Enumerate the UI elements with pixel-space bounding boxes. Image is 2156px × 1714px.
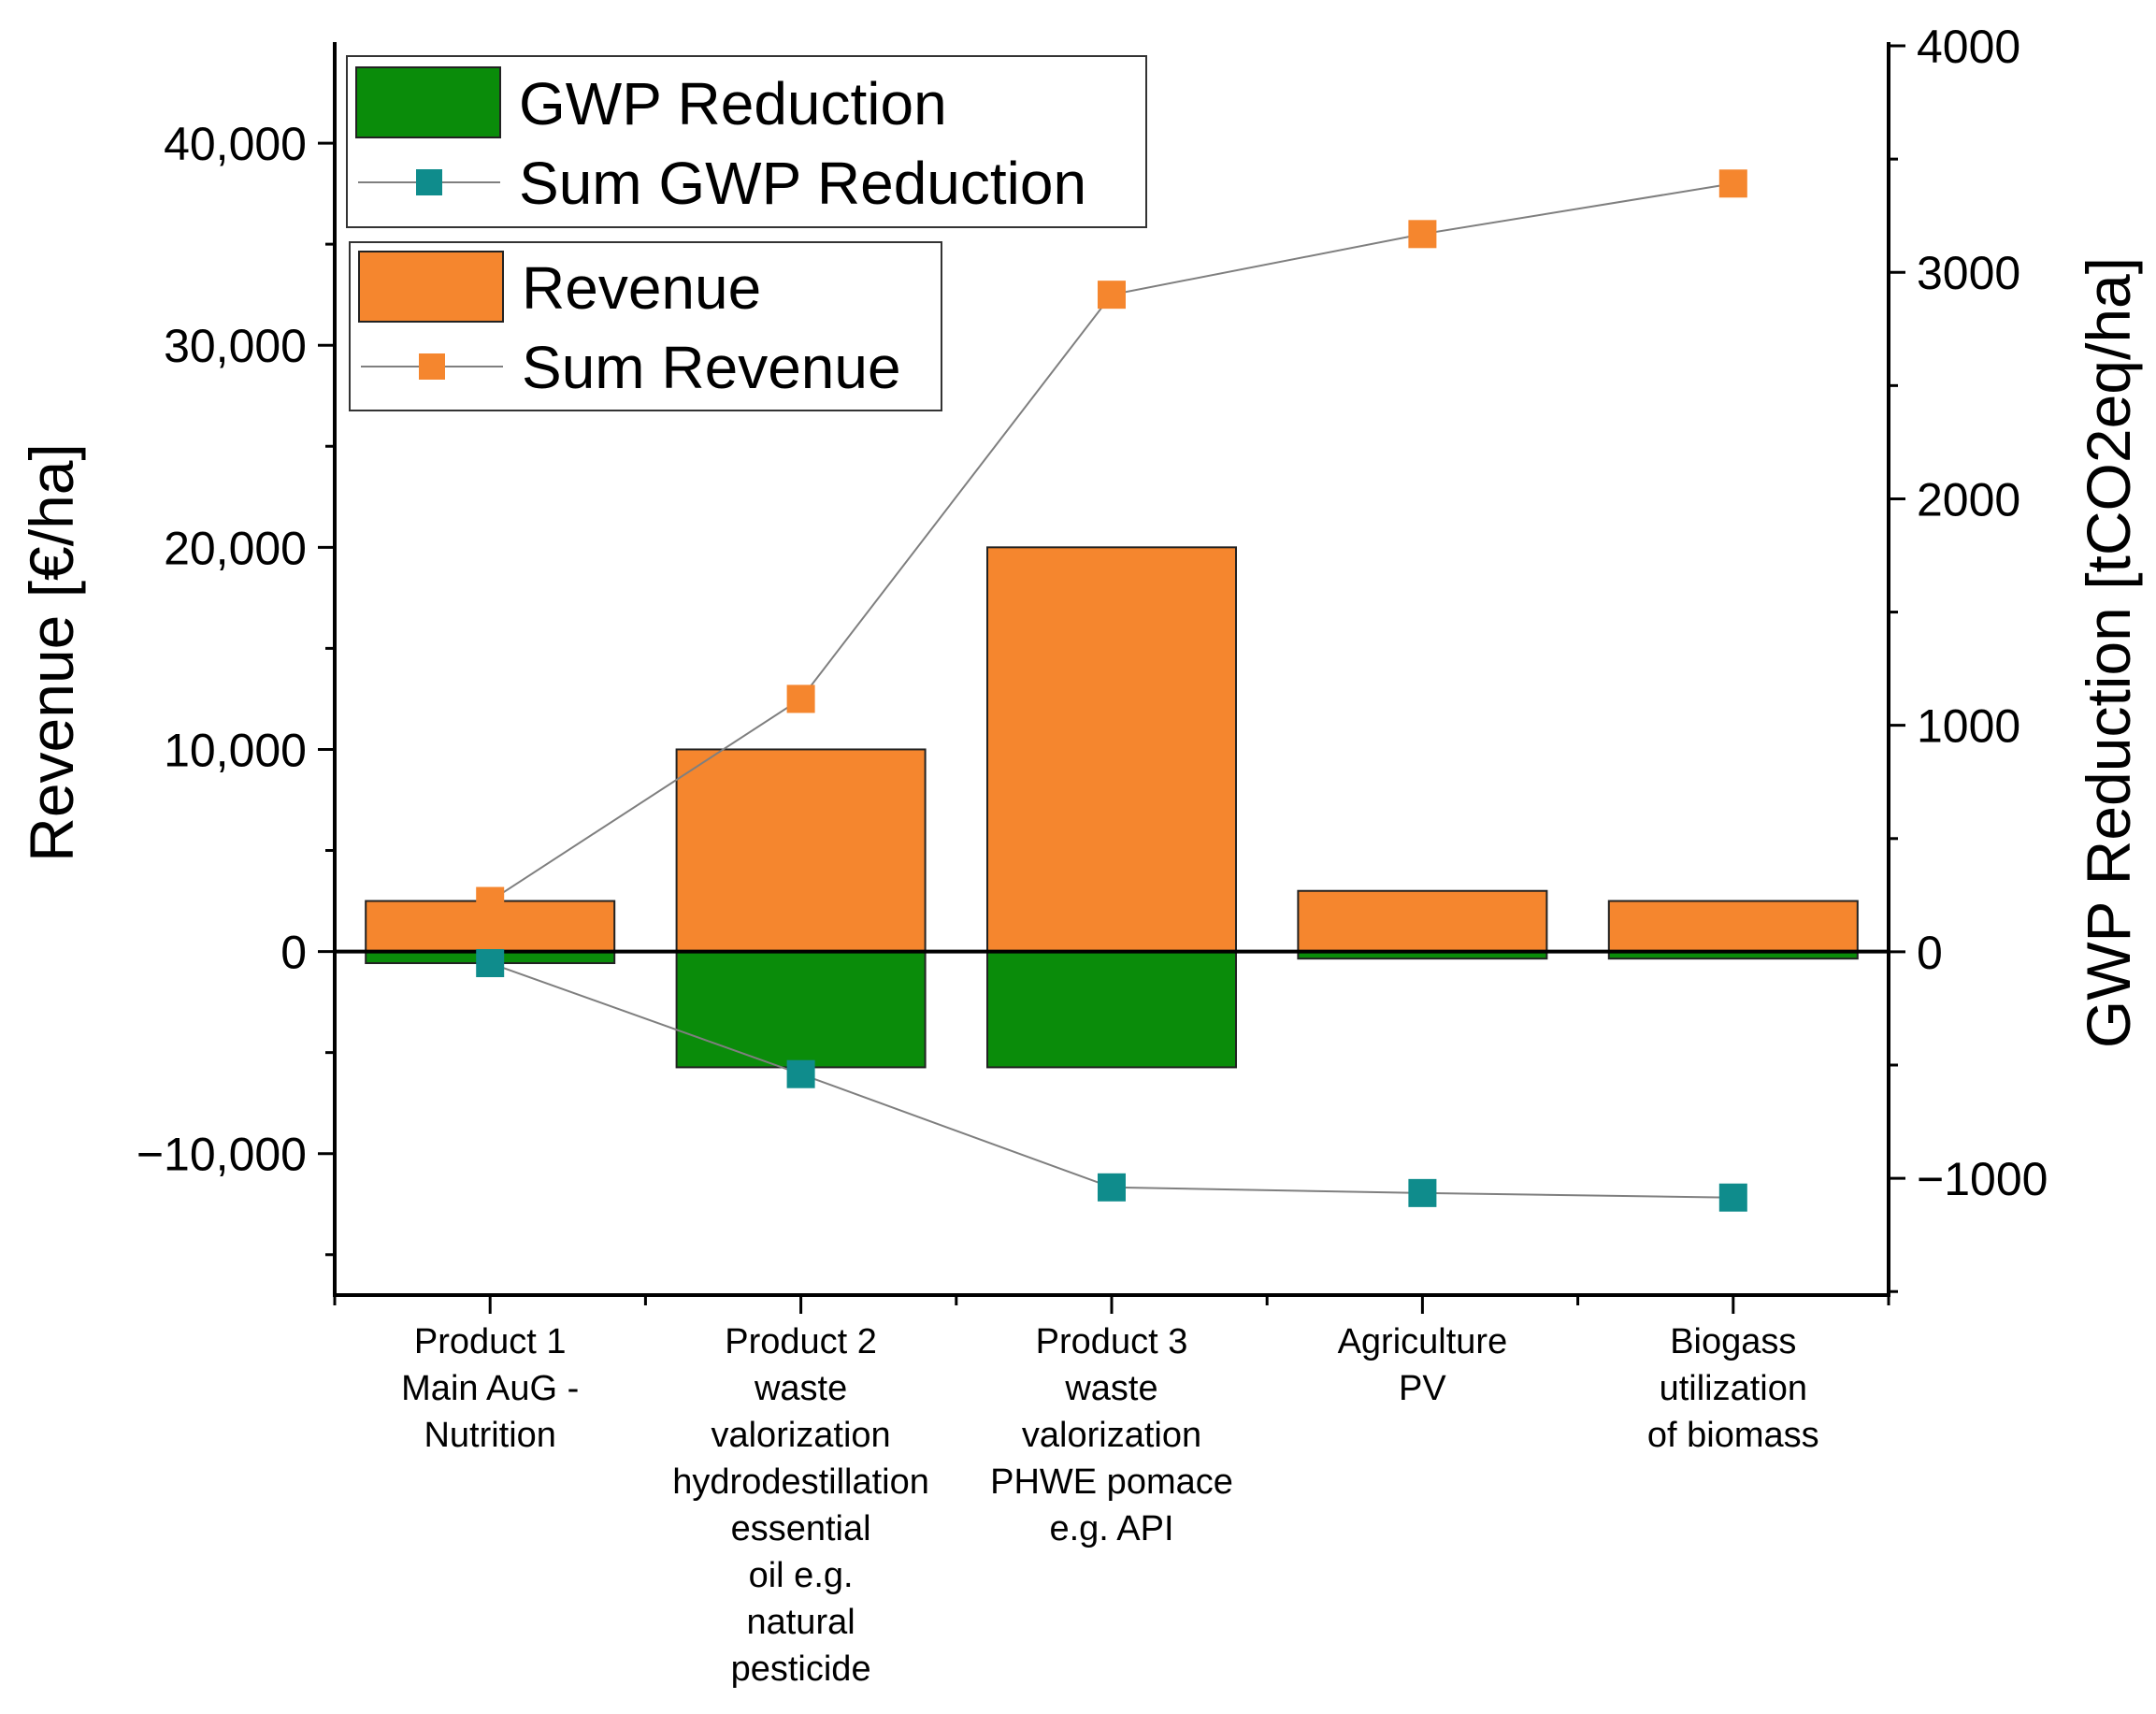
category-label: Product 3: [1036, 1322, 1188, 1361]
right-axis-ticks: −1000 0 1000 2000 3000 4000: [1889, 21, 2048, 1293]
marker-sum-gwp-reduction-2: [786, 1059, 815, 1088]
left-tick-label: 10,000: [164, 724, 307, 776]
left-axis-ticks: −10,000 0 10,000 20,000 30,000 40,000: [137, 118, 335, 1257]
left-tick-label: −10,000: [137, 1129, 307, 1181]
marker-sum-gwp-reduction-3: [1098, 1173, 1126, 1202]
bar-revenue-2: [675, 748, 927, 953]
category-label: essential: [731, 1509, 871, 1548]
category-label: oil e.g.: [749, 1556, 854, 1595]
category-label: utilization: [1660, 1369, 1807, 1408]
legend-revenue-bar-label: Revenue: [522, 254, 761, 322]
marker-sum-revenue-5: [1718, 169, 1747, 198]
marker-sum-revenue-4: [1408, 220, 1437, 249]
category-label: natural: [746, 1603, 855, 1642]
marker-sum-revenue-3: [1098, 281, 1126, 310]
left-tick-label: 20,000: [164, 522, 307, 574]
legend-gwp-marker: [416, 169, 442, 195]
right-tick-label: 2000: [1917, 473, 2020, 526]
left-axis-title: Revenue [€/ha]: [17, 443, 86, 862]
category-label: of biomass: [1647, 1416, 1819, 1455]
legend-gwp-bar-swatch: [355, 66, 501, 138]
legend-revenue-marker: [419, 353, 445, 380]
category-label: Product 2: [725, 1322, 877, 1361]
left-tick-label: 30,000: [164, 320, 307, 372]
category-label: valorization: [711, 1416, 890, 1455]
marker-sum-gwp-reduction-5: [1718, 1183, 1747, 1212]
category-labels: Product 1 Main AuG - Nutrition Product 2 was…: [401, 1322, 1819, 1689]
category-label: Nutrition: [424, 1416, 556, 1455]
legend-gwp: GWP Reduction Sum GWP Reduction: [346, 55, 1147, 228]
category-label: Main AuG -: [401, 1369, 579, 1408]
category-label: Product 1: [414, 1322, 567, 1361]
category-label: Biogass: [1670, 1322, 1796, 1361]
category-label: pesticide: [731, 1649, 871, 1689]
right-tick-label: 4000: [1917, 21, 2020, 73]
marker-sum-revenue-2: [786, 684, 815, 713]
category-label: waste: [1064, 1369, 1157, 1408]
legend-gwp-line-label: Sum GWP Reduction: [519, 150, 1086, 217]
category-label: valorization: [1022, 1416, 1201, 1455]
category-label: e.g. API: [1049, 1509, 1173, 1548]
bars-layer: [365, 546, 1859, 1069]
bar-revenue-5: [1607, 900, 1859, 953]
legend-revenue-bar-swatch: [358, 251, 504, 323]
axes-layer: [333, 42, 1890, 1314]
marker-sum-gwp-reduction-4: [1408, 1178, 1437, 1207]
category-label: PV: [1399, 1369, 1446, 1408]
marker-sum-revenue-1: [476, 886, 505, 915]
category-label: hydrodestillation: [672, 1462, 929, 1502]
right-tick-label: 0: [1917, 927, 1943, 979]
right-axis-title: GWP Reduction [tCO2eq/ha]: [2074, 257, 2143, 1048]
bar-revenue-4: [1297, 889, 1548, 953]
bar-gwp-reduction-2: [675, 950, 927, 1069]
category-label: Agriculture: [1338, 1322, 1508, 1361]
category-label: PHWE pomace: [990, 1462, 1233, 1502]
bar-revenue-3: [986, 546, 1237, 953]
legend-revenue-line-label: Sum Revenue: [522, 334, 901, 401]
bar-gwp-reduction-3: [986, 950, 1237, 1069]
legend-revenue: Revenue Sum Revenue: [349, 241, 942, 411]
lines-layer: [476, 169, 1747, 1212]
marker-sum-gwp-reduction-1: [476, 949, 505, 978]
left-tick-label: 0: [280, 927, 307, 979]
legend-gwp-bar-label: GWP Reduction: [519, 70, 947, 137]
right-tick-label: 3000: [1917, 247, 2020, 299]
category-label: waste: [754, 1369, 847, 1408]
left-tick-label: 40,000: [164, 118, 307, 170]
right-tick-label: −1000: [1917, 1153, 2048, 1205]
right-tick-label: 1000: [1917, 700, 2020, 753]
